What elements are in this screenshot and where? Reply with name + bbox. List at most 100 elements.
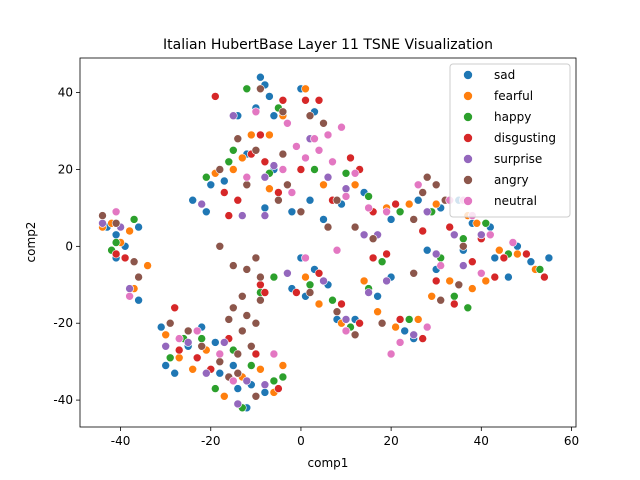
point-disgusting-9 [274,188,283,197]
point-disgusting-40 [174,345,184,355]
point-sad-10 [220,176,229,186]
x-axis-label: comp1 [308,456,349,470]
points-layer [98,72,554,413]
point-angry-39 [233,349,243,359]
legend: sad fearful happy disgusting surprise angry ne… [449,63,571,218]
x-tick-label: 0 [297,434,305,448]
legend-label-angry: angry [494,173,529,187]
point-disgusting-33 [395,315,405,324]
point-fearful-14 [472,219,482,228]
point-angry-36 [251,318,261,328]
y-tick-label: 0 [65,239,73,253]
point-sad-23 [413,195,423,205]
point-disgusting-22 [120,253,130,263]
point-sad-11 [206,180,216,190]
point-disgusting-19 [499,253,509,263]
plot-area-frame [79,57,577,428]
point-happy-16 [129,215,139,224]
point-disgusting-4 [314,96,324,105]
point-fearful-11 [404,199,414,209]
point-angry-17 [418,188,428,197]
x-tick-label: 20 [383,434,398,448]
point-angry-6 [278,149,288,159]
point-disgusting-21 [540,272,549,282]
point-surprise-8 [341,184,351,193]
point-neutral-36 [269,349,279,359]
point-angry-0 [256,84,265,94]
point-angry-47 [454,280,464,290]
point-fearful-43 [278,361,288,370]
point-fearful-34 [481,276,491,286]
point-sad-58 [211,338,220,347]
point-neutral-5 [314,146,324,155]
point-fearful-39 [220,391,229,401]
point-angry-2 [305,111,315,120]
point-sad-17 [305,195,315,205]
point-angry-41 [305,288,315,297]
point-neutral-12 [350,169,360,178]
point-surprise-27 [202,368,211,378]
point-sad-36 [134,295,143,305]
point-sad-51 [490,253,500,263]
point-disgusting-30 [355,318,364,328]
point-fearful-23 [143,261,152,270]
series-sad [102,72,554,413]
series-disgusting [111,92,549,393]
point-angry-43 [350,330,360,340]
point-happy-11 [458,234,468,243]
point-neutral-16 [413,180,423,190]
point-neutral-11 [287,188,297,197]
point-sad-48 [422,245,432,255]
point-happy-15 [111,238,121,247]
point-disgusting-45 [274,384,283,393]
point-disgusting-39 [170,303,179,313]
x-axis: -40 -20 0 20 40 60 [111,427,579,448]
point-fearful-35 [161,330,170,340]
point-happy-35 [269,376,279,386]
legend-label-disgusting: disgusting [494,131,556,145]
point-neutral-31 [476,268,486,278]
point-disgusting-6 [260,157,270,167]
point-fearful-29 [391,322,400,332]
point-neutral-35 [229,376,238,386]
point-fearful-2 [301,84,310,94]
x-tick-label: -20 [201,434,221,448]
point-disgusting-12 [346,153,355,163]
y-axis-label: comp2 [24,222,38,263]
point-happy-32 [211,384,220,393]
point-happy-7 [341,169,351,178]
point-angry-49 [183,326,193,336]
point-disgusting-15 [391,199,400,209]
point-disgusting-3 [301,96,310,105]
point-neutral-9 [328,157,337,167]
point-angry-14 [350,222,360,232]
point-happy-21 [328,295,337,305]
legend-label-surprise: surprise [494,152,542,166]
point-disgusting-0 [211,92,220,101]
point-sad-22 [386,215,396,224]
point-fearful-4 [238,153,247,163]
point-angry-21 [458,242,468,251]
point-neutral-10 [242,172,252,182]
point-disgusting-24 [224,211,234,220]
point-fearful-41 [256,364,265,374]
point-surprise-14 [98,219,107,228]
point-disgusting-32 [382,249,391,259]
point-fearful-5 [229,165,238,174]
point-disgusting-8 [233,195,243,205]
legend-marker-happy [463,112,473,122]
point-disgusting-27 [292,288,301,297]
point-angry-35 [224,315,234,324]
point-angry-33 [229,303,238,313]
point-angry-27 [215,242,225,251]
y-tick-label: -40 [53,393,73,407]
point-happy-27 [449,291,459,301]
point-happy-34 [247,361,256,370]
point-fearful-0 [247,130,256,140]
point-disgusting-44 [251,349,261,359]
point-disgusting-17 [445,222,455,232]
point-surprise-16 [125,284,134,293]
point-neutral-8 [278,165,288,174]
point-angry-50 [197,341,206,351]
point-happy-12 [481,219,491,228]
